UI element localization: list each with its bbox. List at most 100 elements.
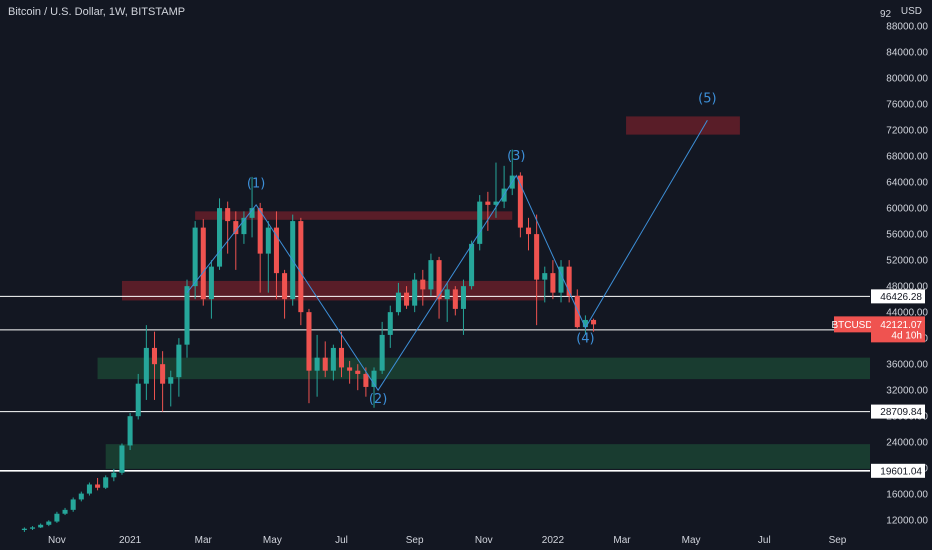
candle-body [135, 383, 141, 417]
candle-body [103, 477, 109, 488]
candle-body [591, 319, 597, 325]
wave-label: (1) [247, 176, 265, 191]
level-badge [871, 463, 925, 478]
time-tick: 2021 [119, 535, 142, 546]
symbol-title: Bitcoin / U.S. Dollar, 1W, BITSTAMP [8, 6, 186, 18]
wave-label: (4) [576, 332, 594, 347]
candle-body [338, 347, 345, 368]
zones-layer [97, 116, 871, 469]
level-badges: 46426.2841264.6728709.8419601.04BTCUSD42… [831, 289, 925, 478]
candle-body [404, 292, 410, 306]
time-tick: May [682, 535, 701, 546]
price-tick: 80000.00 [886, 74, 928, 85]
symbol-badge [834, 316, 871, 333]
candle-body [160, 364, 166, 384]
candle-body [412, 279, 418, 306]
candle-body [217, 208, 223, 267]
price-tick: 92 [880, 9, 892, 20]
elliott-wave-path [186, 120, 708, 392]
current-price-text: 42121.07 [880, 320, 922, 331]
candle-body [62, 509, 68, 514]
candle-body [78, 493, 84, 500]
price-tick: 72000.00 [886, 126, 928, 137]
price-tick: 12000.00 [886, 516, 928, 527]
candle-body [452, 289, 458, 309]
support-zone [97, 357, 871, 380]
time-tick: May [263, 535, 282, 546]
price-tick: 88000.00 [886, 22, 928, 33]
price-tick: 68000.00 [886, 152, 928, 163]
price-axis: 12000.0016000.0020000.0024000.0028000.00… [880, 9, 928, 527]
level-badge-text: 46426.28 [880, 292, 922, 303]
candle-body [46, 521, 52, 525]
candle-body [542, 273, 548, 280]
candle-body [38, 524, 44, 528]
candles-layer [21, 149, 597, 532]
price-tick: 60000.00 [886, 204, 928, 215]
wave-label: (5) [698, 92, 716, 107]
candle-body [330, 347, 336, 371]
price-tick: 52000.00 [886, 256, 928, 267]
time-tick: 2022 [542, 535, 565, 546]
candle-body [200, 227, 206, 300]
candle-body [347, 367, 353, 371]
candle-body [469, 243, 475, 287]
time-tick: Sep [829, 535, 847, 546]
currency-label[interactable]: USD [900, 6, 922, 17]
candle-body [387, 312, 393, 335]
price-tick: 48000.00 [886, 282, 928, 293]
time-tick: Nov [475, 535, 493, 546]
candle-body [371, 370, 377, 387]
candle-body [282, 273, 288, 300]
candle-body [208, 266, 214, 300]
candle-body [257, 208, 263, 254]
wave-label: (2) [369, 392, 387, 407]
symbol-badge-text: BTCUSD [831, 320, 872, 331]
level-badge [871, 404, 925, 419]
levels-layer [0, 295, 870, 472]
candle-body [273, 227, 279, 274]
resistance-zone [626, 116, 740, 135]
candle-body [355, 370, 361, 374]
current-price-badge [871, 316, 925, 343]
candle-body [534, 234, 540, 280]
candle-body [70, 499, 76, 510]
candle-body [111, 472, 117, 478]
time-tick: Jul [758, 535, 771, 546]
countdown-text: 4d 10h [891, 330, 922, 341]
time-tick: Jul [335, 535, 348, 546]
price-tick: 32000.00 [886, 386, 928, 397]
candle-body [477, 201, 483, 244]
elliott-wave-layer: (1) (2) (3) (4) (5) [186, 92, 717, 407]
time-axis: Nov 2021 Mar May Jul Sep Nov 2022 Mar May Jul Sep [48, 535, 847, 546]
candle-body [176, 344, 182, 378]
candle-body [168, 377, 174, 384]
time-tick: Sep [406, 535, 424, 546]
candle-body [241, 217, 247, 235]
candle-body [558, 266, 564, 293]
time-tick: Mar [195, 535, 213, 546]
price-tick: 24000.00 [886, 438, 928, 449]
candle-body [249, 208, 255, 218]
candle-body [420, 279, 426, 290]
candle-body [566, 266, 572, 296]
candle-body [54, 513, 60, 522]
candle-body [306, 312, 312, 371]
candle-body [86, 484, 92, 494]
candle-body [550, 273, 556, 293]
candle-body [119, 445, 125, 473]
price-tick: 76000.00 [886, 100, 928, 111]
candle-body [322, 357, 328, 371]
candle-body [574, 295, 580, 328]
candle-body [192, 227, 198, 287]
candle-body [21, 528, 27, 530]
candle-body [127, 416, 133, 446]
candle-body [265, 227, 271, 254]
price-tick: 44000.00 [886, 308, 928, 319]
price-tick: 56000.00 [886, 230, 928, 241]
candle-body [460, 286, 466, 309]
candle-body [298, 221, 304, 313]
support-zone [105, 444, 871, 469]
time-tick: Mar [613, 535, 631, 546]
